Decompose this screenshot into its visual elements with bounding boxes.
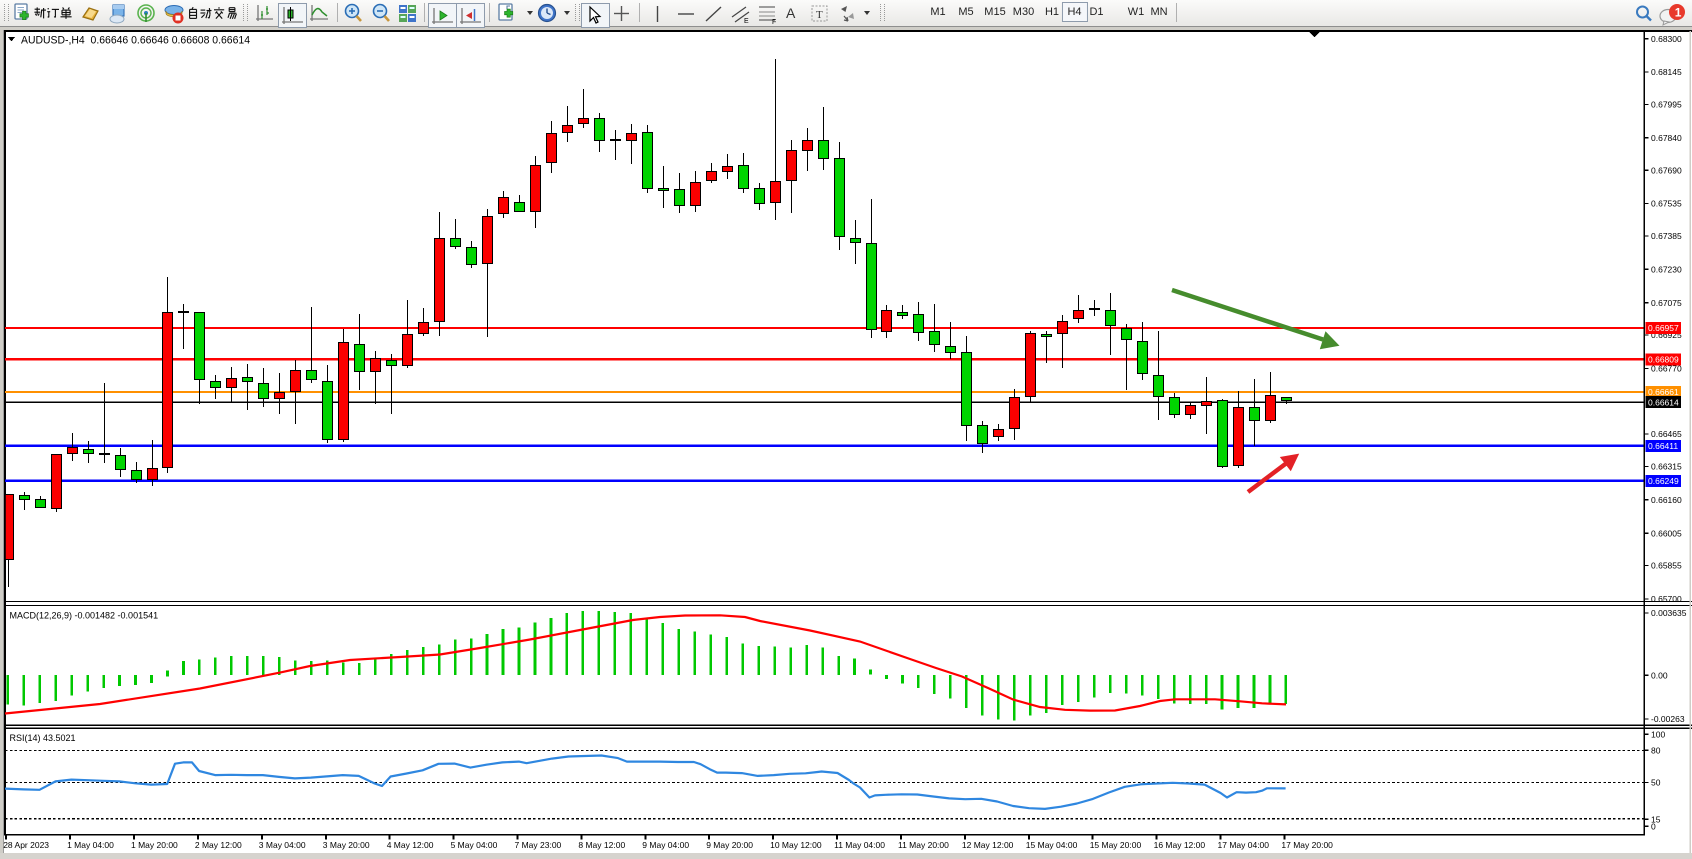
svg-text:E: E bbox=[744, 18, 749, 25]
svg-text:0.66465: 0.66465 bbox=[1651, 429, 1682, 439]
svg-text:80: 80 bbox=[1651, 745, 1661, 755]
svg-text:0.66809: 0.66809 bbox=[1648, 355, 1679, 365]
svg-text:0.65855: 0.65855 bbox=[1651, 561, 1682, 571]
svg-text:F: F bbox=[772, 19, 776, 25]
svg-text:5 May 04:00: 5 May 04:00 bbox=[451, 840, 498, 850]
svg-text:28 Apr 2023: 28 Apr 2023 bbox=[3, 840, 49, 850]
svg-text:0.003635: 0.003635 bbox=[1651, 608, 1687, 618]
svg-text:0.66411: 0.66411 bbox=[1648, 441, 1678, 451]
svg-text:AUDUSD-,H4 0.66646 0.66646 0.: AUDUSD-,H4 0.66646 0.66646 0.66608 0.666… bbox=[21, 35, 250, 47]
svg-text:0.68145: 0.68145 bbox=[1651, 67, 1682, 77]
svg-text:0.67385: 0.67385 bbox=[1651, 231, 1682, 241]
svg-text:0.66315: 0.66315 bbox=[1651, 462, 1682, 472]
svg-text:0.67690: 0.67690 bbox=[1651, 165, 1682, 175]
svg-text:7 May 23:00: 7 May 23:00 bbox=[515, 840, 562, 850]
svg-text:100: 100 bbox=[1651, 729, 1665, 739]
svg-text:0.66160: 0.66160 bbox=[1651, 495, 1682, 505]
svg-text:0.00: 0.00 bbox=[1651, 670, 1668, 680]
svg-text:9 May 20:00: 9 May 20:00 bbox=[706, 840, 753, 850]
svg-text:0.66925: 0.66925 bbox=[1651, 330, 1682, 340]
svg-text:0.67075: 0.67075 bbox=[1651, 298, 1682, 308]
svg-text:0.66614: 0.66614 bbox=[1648, 397, 1679, 407]
svg-text:0.67535: 0.67535 bbox=[1651, 199, 1682, 209]
svg-text:0.67230: 0.67230 bbox=[1651, 264, 1682, 274]
svg-text:10 May 12:00: 10 May 12:00 bbox=[770, 840, 822, 850]
svg-text:8 May 12:00: 8 May 12:00 bbox=[578, 840, 625, 850]
svg-text:9 May 04:00: 9 May 04:00 bbox=[642, 840, 689, 850]
svg-text:17 May 20:00: 17 May 20:00 bbox=[1281, 840, 1333, 850]
svg-text:12 May 12:00: 12 May 12:00 bbox=[962, 840, 1014, 850]
svg-text:1 May 20:00: 1 May 20:00 bbox=[131, 840, 178, 850]
svg-text:0.66661: 0.66661 bbox=[1648, 387, 1679, 397]
svg-text:0.66249: 0.66249 bbox=[1648, 476, 1679, 486]
svg-text:0.67995: 0.67995 bbox=[1651, 100, 1682, 110]
svg-text:RSI(14) 43.5021: RSI(14) 43.5021 bbox=[10, 733, 76, 743]
svg-text:0.66005: 0.66005 bbox=[1651, 528, 1682, 538]
svg-text:0.66957: 0.66957 bbox=[1648, 323, 1679, 333]
svg-text:3 May 20:00: 3 May 20:00 bbox=[323, 840, 370, 850]
svg-text:0.68300: 0.68300 bbox=[1651, 34, 1682, 44]
svg-text:0.66770: 0.66770 bbox=[1651, 364, 1682, 374]
svg-text:1: 1 bbox=[1675, 5, 1682, 19]
svg-text:50: 50 bbox=[1651, 778, 1661, 788]
svg-text:3 May 04:00: 3 May 04:00 bbox=[259, 840, 306, 850]
svg-text:15 May 20:00: 15 May 20:00 bbox=[1090, 840, 1142, 850]
svg-text:2 May 12:00: 2 May 12:00 bbox=[195, 840, 242, 850]
svg-text:4 May 12:00: 4 May 12:00 bbox=[387, 840, 434, 850]
svg-text:0.67840: 0.67840 bbox=[1651, 133, 1682, 143]
svg-text:MACD(12,26,9) -0.001482 -0.001: MACD(12,26,9) -0.001482 -0.001541 bbox=[10, 611, 159, 621]
svg-text:15: 15 bbox=[1651, 814, 1661, 824]
svg-text:11 May 20:00: 11 May 20:00 bbox=[898, 840, 949, 850]
svg-text:15 May 04:00: 15 May 04:00 bbox=[1026, 840, 1078, 850]
svg-text:17 May 04:00: 17 May 04:00 bbox=[1218, 840, 1270, 850]
svg-text:T: T bbox=[816, 9, 823, 21]
svg-text:1 May 04:00: 1 May 04:00 bbox=[67, 840, 114, 850]
svg-text:16 May 12:00: 16 May 12:00 bbox=[1154, 840, 1206, 850]
svg-text:11 May 04:00: 11 May 04:00 bbox=[834, 840, 885, 850]
svg-text:-0.00263: -0.00263 bbox=[1651, 714, 1685, 724]
svg-text:0.65700: 0.65700 bbox=[1651, 594, 1682, 604]
svg-text:0: 0 bbox=[1651, 821, 1656, 831]
